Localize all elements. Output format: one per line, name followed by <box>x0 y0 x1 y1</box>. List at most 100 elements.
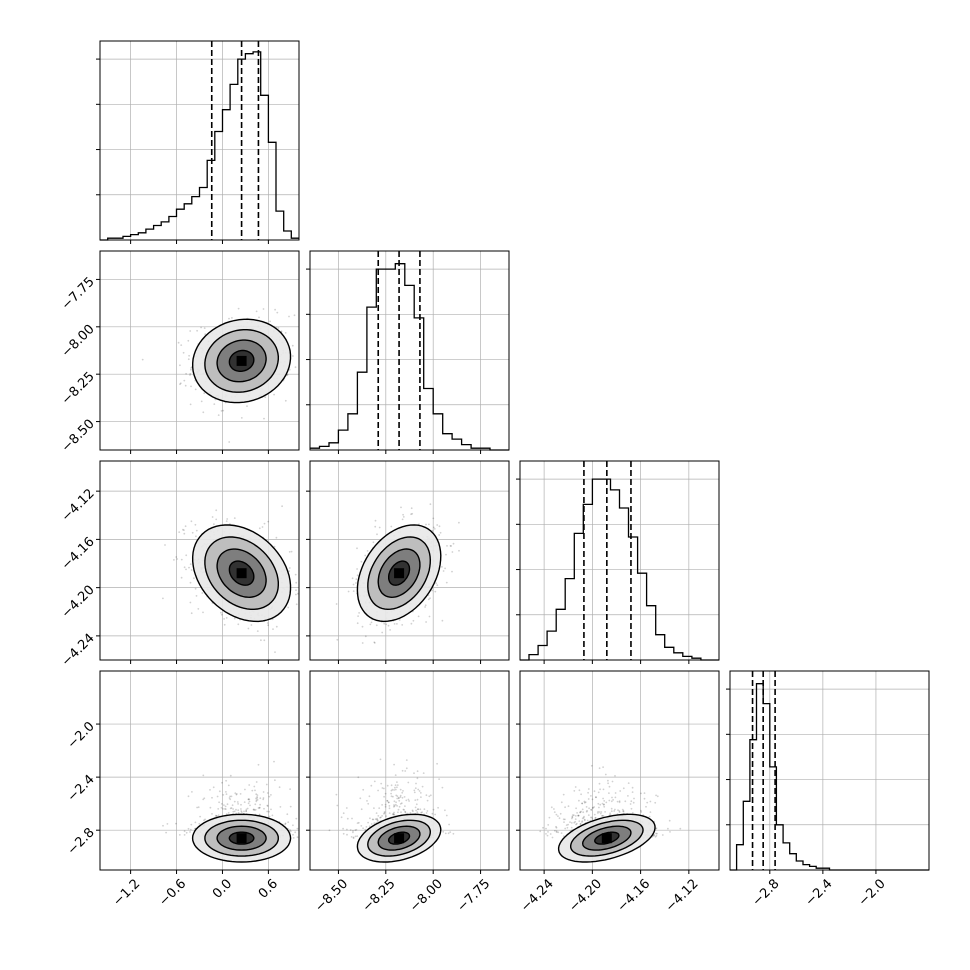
scatter-point <box>390 792 392 795</box>
scatter-point <box>203 797 206 800</box>
scatter-point <box>614 808 616 811</box>
scatter-point <box>388 807 391 810</box>
scatter-point <box>288 368 291 371</box>
scatter-point <box>391 788 394 791</box>
scatter-point <box>290 550 293 553</box>
scatter-point <box>229 774 232 777</box>
scatter-point <box>179 383 181 386</box>
scatter-point <box>551 836 554 839</box>
scatter-point <box>579 811 582 813</box>
scatter-point <box>388 805 391 807</box>
scatter-point <box>394 788 397 791</box>
scatter-point <box>229 795 232 798</box>
scatter-point <box>390 789 393 792</box>
scatter-point <box>574 786 577 788</box>
scatter-point <box>633 797 635 800</box>
scatter-point <box>220 611 222 614</box>
contour-line <box>192 524 292 623</box>
scatter-point <box>183 379 186 382</box>
scatter-point <box>189 601 192 604</box>
scatter-point <box>204 333 207 336</box>
scatter-point <box>255 793 258 796</box>
scatter-point <box>351 577 354 580</box>
scatter-point <box>374 519 377 522</box>
scatter-point <box>262 791 265 793</box>
scatter-point <box>195 529 198 532</box>
scatter-point <box>189 563 192 565</box>
scatter-point <box>376 533 378 536</box>
density-panel-0-1 <box>96 251 299 454</box>
scatter-point <box>295 603 298 606</box>
scatter-point <box>216 795 219 798</box>
scatter-point <box>399 794 402 797</box>
scatter-point <box>199 815 202 818</box>
scatter-point <box>243 801 246 803</box>
scatter-point <box>410 507 413 510</box>
histogram-step <box>730 683 929 871</box>
contour-line <box>594 831 620 845</box>
scatter-point <box>221 781 223 784</box>
scatter-point <box>591 818 594 820</box>
scatter-point <box>395 794 398 797</box>
scatter-point <box>184 525 187 528</box>
scatter-point <box>402 790 404 792</box>
contour-line <box>570 819 644 857</box>
scatter-point <box>346 828 348 831</box>
scatter-point <box>411 512 414 515</box>
scatter-point <box>180 344 183 346</box>
scatter-point <box>587 814 590 816</box>
scatter-point <box>240 803 242 806</box>
density-panel-1-3 <box>306 671 509 874</box>
y-tick-label: −8.25 <box>59 369 98 408</box>
scatter-point <box>166 823 169 825</box>
scatter-point <box>212 786 215 789</box>
scatter-point <box>574 818 577 820</box>
scatter-point <box>436 584 439 587</box>
scatter-point <box>386 800 389 802</box>
scatter-point <box>236 801 239 803</box>
scatter-point <box>265 783 268 786</box>
scatter-point <box>202 411 205 414</box>
scatter-point <box>431 589 433 592</box>
scatter-point <box>434 590 437 593</box>
x-tick-label: −2.8 <box>750 876 783 909</box>
scatter-point <box>360 560 363 563</box>
scatter-point <box>653 834 655 836</box>
y-tick-label: −2.4 <box>65 772 98 805</box>
x-tick-label: −7.75 <box>455 876 494 915</box>
scatter-point <box>245 810 248 812</box>
scatter-point <box>356 822 359 824</box>
contour-line <box>204 536 279 610</box>
scatter-point <box>178 834 181 836</box>
scatter-point <box>424 606 426 608</box>
scatter-point <box>288 551 291 553</box>
scatter-point <box>656 795 659 798</box>
density-panel-2-3 <box>516 671 719 874</box>
scatter-point <box>370 823 373 825</box>
scatter-point <box>273 545 276 548</box>
scatter-point <box>358 612 360 614</box>
scatter-point <box>200 400 203 403</box>
scatter-point <box>601 814 604 817</box>
scatter-point <box>284 823 287 826</box>
scatter-point <box>183 529 185 531</box>
scatter-point <box>603 800 606 802</box>
scatter-point <box>630 800 633 803</box>
scatter-point <box>294 366 297 369</box>
scatter-point <box>223 618 226 620</box>
scatter-point <box>247 798 250 800</box>
scatter-point <box>599 812 602 815</box>
scatter-point <box>251 789 254 792</box>
scatter-point <box>396 795 399 798</box>
scatter-point <box>421 811 423 814</box>
scatter-point <box>605 801 608 804</box>
scatter-point <box>587 788 590 790</box>
scatter-point <box>191 531 194 534</box>
scatter-point <box>632 801 635 804</box>
scatter-point <box>444 809 446 812</box>
scatter-point <box>213 403 216 405</box>
scatter-point <box>296 836 299 839</box>
y-tick-label: −2.0 <box>65 719 98 752</box>
scatter-point <box>231 317 233 319</box>
scatter-point <box>555 826 558 829</box>
